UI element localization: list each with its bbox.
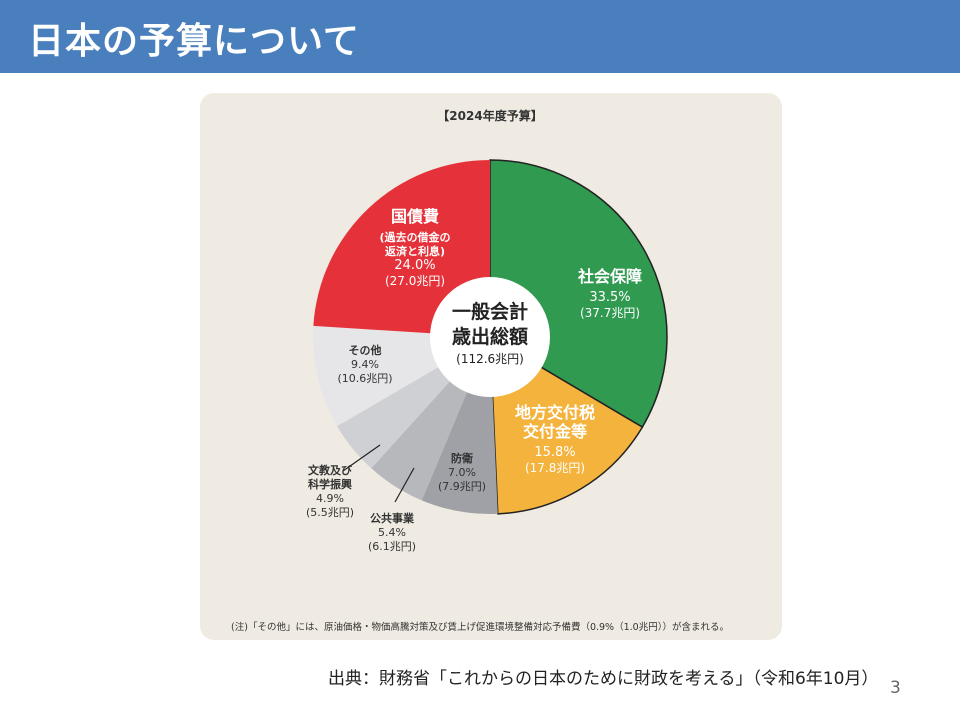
slice-percent: 24.0%: [394, 258, 435, 273]
slice-label: 地方交付税: [515, 403, 595, 422]
slice-amount: (7.9兆円): [438, 480, 486, 493]
slice-label: 防衛: [451, 451, 473, 465]
center-label-line1: 一般会計: [452, 300, 528, 323]
leader-line-public-works: [394, 467, 415, 503]
slide-title: 日本の予算について: [28, 21, 360, 62]
slice-amount: (27.0兆円): [385, 274, 445, 288]
source-citation: 出典：財務省「これからの日本のために財政を考える」（令和6年10月）: [328, 669, 879, 689]
leader-line-education: [342, 444, 381, 472]
slice-percent: 4.9%: [316, 492, 344, 505]
center-label-line2: 歳出総額: [452, 325, 528, 348]
slice-percent: 5.4%: [378, 526, 406, 539]
slice-percent: 15.8%: [534, 445, 575, 460]
slice-amount: (10.6兆円): [337, 372, 392, 385]
slice-label: その他: [349, 343, 382, 357]
center-label-total: (112.6兆円): [456, 352, 524, 366]
center-hole: [430, 277, 550, 397]
chart-title: 【2024年度予算】: [437, 108, 542, 123]
slice-label: 公共事業: [370, 511, 415, 525]
pie-slice-6: [313, 160, 490, 337]
slice-percent: 33.5%: [589, 290, 630, 305]
slice-amount: (6.1兆円): [368, 540, 416, 553]
slice-label: 交付金等: [523, 422, 587, 441]
slice-label: 文教及び: [308, 463, 353, 477]
slice-label: 返済と利息): [385, 244, 445, 258]
page-number: 3: [890, 678, 901, 698]
title-bar: 日本の予算について: [0, 0, 960, 73]
slice-label: 科学振興: [308, 477, 352, 491]
slice-percent: 9.4%: [351, 358, 379, 371]
slice-percent: 7.0%: [448, 466, 476, 479]
slice-label: (過去の借金の: [379, 230, 450, 244]
slice-label: 社会保障: [577, 267, 642, 286]
chart-note: (注)「その他」には、原油価格・物価高騰対策及び賃上げ促進環境整備対応予備費（0…: [231, 621, 729, 633]
slice-amount: (5.5兆円): [306, 506, 354, 519]
slice-label: 国債費: [391, 207, 439, 226]
slice-amount: (37.7兆円): [580, 306, 640, 320]
slice-amount: (17.8兆円): [525, 461, 585, 475]
